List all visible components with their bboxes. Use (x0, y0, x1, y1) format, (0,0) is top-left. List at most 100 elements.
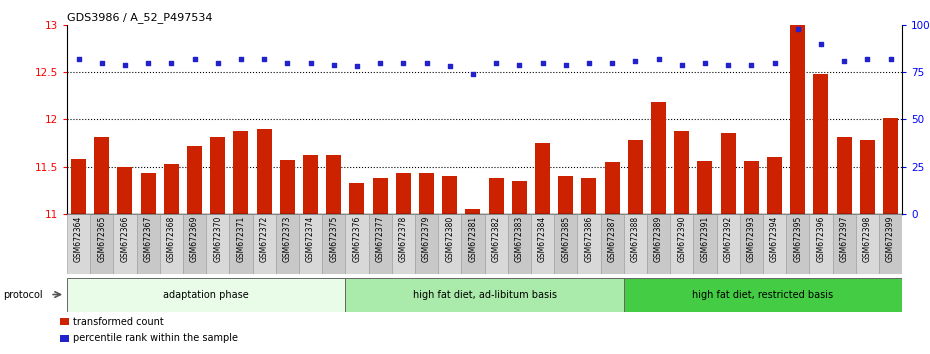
Bar (832, 214, 856, 274)
Text: GSM672368: GSM672368 (166, 216, 176, 262)
Text: GSM672399: GSM672399 (886, 216, 895, 262)
Text: percentile rank within the sample: percentile rank within the sample (73, 333, 238, 343)
Point (604, 60, 619, 65)
Text: GSM672385: GSM672385 (561, 216, 570, 262)
Point (744, 62, 759, 67)
Text: GSM672365: GSM672365 (98, 216, 106, 262)
Point (117, 62, 132, 67)
Bar (94, 137, 110, 214)
Text: GSM672374: GSM672374 (306, 216, 315, 262)
Text: GSM672369: GSM672369 (190, 216, 199, 262)
Text: GSM672392: GSM672392 (724, 216, 733, 262)
Text: GSM672371: GSM672371 (236, 216, 246, 262)
Bar (786, 214, 809, 274)
Text: GSM672380: GSM672380 (445, 216, 454, 262)
Bar (859, 140, 875, 214)
Point (837, 58, 852, 64)
Bar (604, 162, 619, 214)
Bar (164, 164, 179, 214)
Point (767, 60, 782, 65)
Point (210, 60, 225, 65)
Text: GDS3986 / A_52_P497534: GDS3986 / A_52_P497534 (67, 12, 212, 23)
Bar (767, 157, 782, 214)
Point (326, 62, 341, 67)
Bar (60, 335, 70, 342)
Point (488, 60, 503, 65)
Bar (554, 214, 578, 274)
Bar (113, 214, 137, 274)
Point (280, 60, 295, 65)
Bar (326, 155, 341, 214)
Text: GSM672378: GSM672378 (399, 216, 408, 262)
Text: GSM672389: GSM672389 (654, 216, 663, 262)
Bar (624, 278, 902, 312)
Point (512, 62, 526, 67)
Bar (739, 214, 763, 274)
Bar (345, 278, 624, 312)
Bar (140, 172, 155, 214)
Bar (535, 143, 550, 214)
Bar (809, 214, 832, 274)
Point (651, 56, 666, 62)
Bar (508, 214, 531, 274)
Point (814, 41, 829, 46)
Bar (67, 214, 90, 274)
Bar (438, 214, 461, 274)
Point (233, 56, 248, 62)
Text: high fat diet, restricted basis: high fat diet, restricted basis (692, 290, 833, 299)
Bar (693, 214, 716, 274)
Bar (512, 181, 527, 214)
Bar (160, 214, 183, 274)
Bar (558, 176, 573, 214)
Point (884, 56, 898, 62)
Bar (488, 178, 504, 214)
Text: GSM672393: GSM672393 (747, 216, 756, 262)
Point (419, 60, 434, 65)
Bar (392, 214, 415, 274)
Text: GSM672376: GSM672376 (352, 216, 362, 262)
Text: GSM672388: GSM672388 (631, 216, 640, 262)
Bar (280, 160, 295, 214)
Text: GSM672382: GSM672382 (492, 216, 500, 262)
Text: GSM672366: GSM672366 (121, 216, 129, 262)
Point (187, 56, 202, 62)
Bar (531, 214, 554, 274)
Bar (253, 214, 275, 274)
Bar (137, 214, 160, 274)
Bar (628, 140, 643, 214)
Point (373, 60, 388, 65)
Bar (883, 118, 898, 214)
Bar (257, 129, 272, 214)
Bar (206, 214, 230, 274)
Point (860, 56, 875, 62)
Bar (187, 146, 202, 214)
Bar (230, 214, 253, 274)
Point (443, 64, 458, 69)
Text: GSM672394: GSM672394 (770, 216, 779, 262)
Bar (396, 173, 411, 214)
Text: GSM672367: GSM672367 (143, 216, 153, 262)
Bar (461, 214, 485, 274)
Bar (716, 214, 739, 274)
Bar (879, 214, 902, 274)
Text: adaptation phase: adaptation phase (164, 290, 249, 299)
Point (396, 60, 411, 65)
Text: GSM672391: GSM672391 (700, 216, 710, 262)
Point (466, 71, 481, 77)
Text: GSM672390: GSM672390 (677, 216, 686, 262)
Bar (624, 214, 647, 274)
Bar (303, 155, 318, 214)
Bar (373, 178, 388, 214)
Bar (837, 137, 852, 214)
Bar (698, 161, 712, 214)
Bar (856, 214, 879, 274)
Text: GSM672397: GSM672397 (840, 216, 848, 262)
Text: transformed count: transformed count (73, 317, 164, 327)
Bar (67, 278, 345, 312)
Point (698, 60, 712, 65)
Bar (368, 214, 392, 274)
Bar (814, 74, 829, 214)
Text: GSM672396: GSM672396 (817, 216, 826, 262)
Bar (601, 214, 624, 274)
Point (790, 26, 805, 32)
